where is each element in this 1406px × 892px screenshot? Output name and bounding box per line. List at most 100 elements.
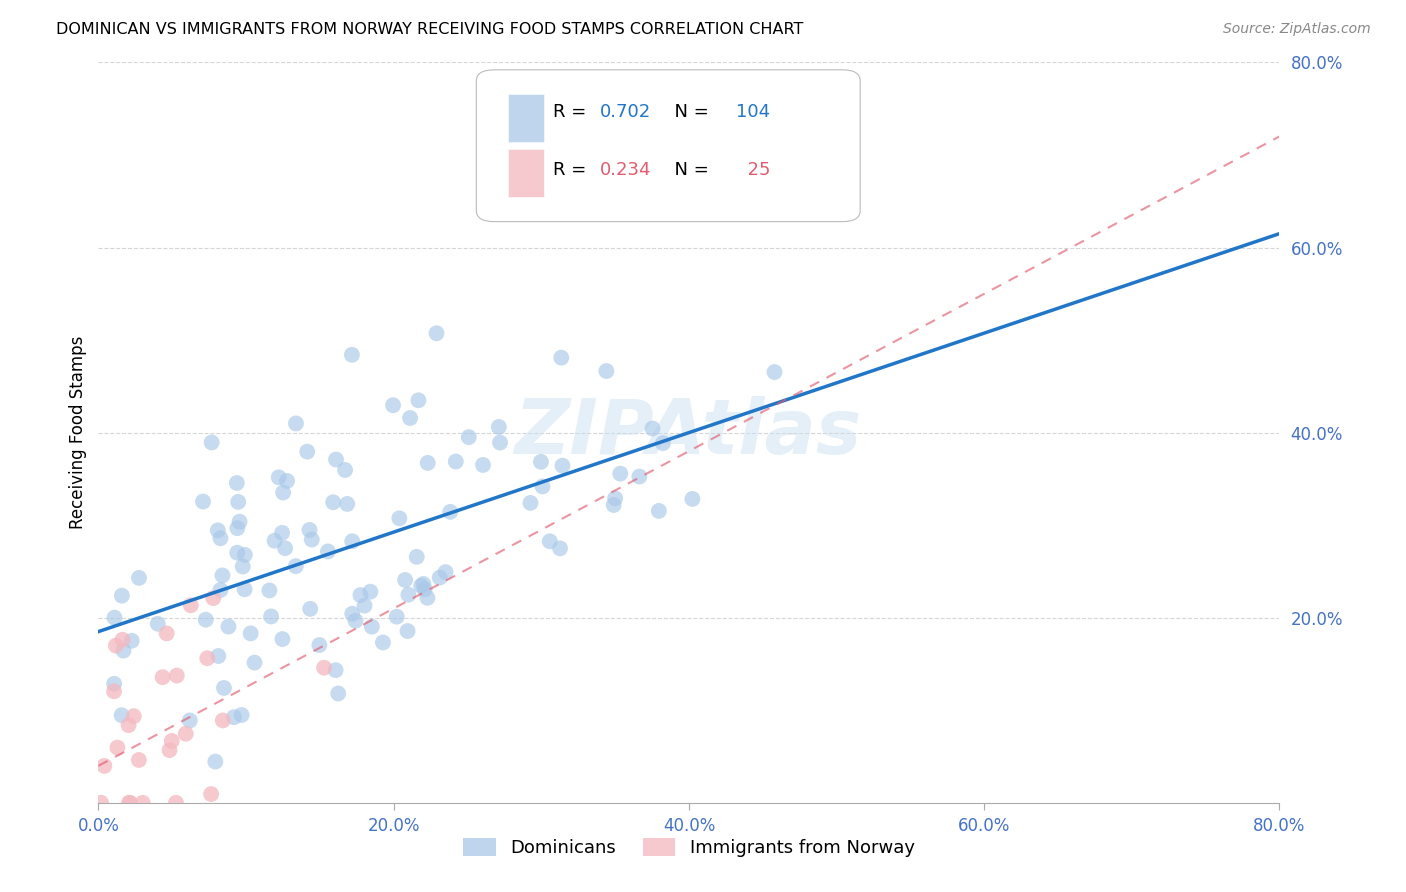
Point [159,743,181,757]
Point [103,677,125,691]
Point [194,613,217,627]
Point [531,479,554,493]
Point [231,708,253,723]
Point [399,411,422,425]
Point [207,524,229,538]
Text: N =: N = [664,161,714,178]
Point [103,610,125,624]
Point [595,364,617,378]
Point [152,670,174,684]
Point [301,533,323,547]
Point [488,420,510,434]
Point [416,591,439,605]
Point [128,571,150,585]
Point [489,435,512,450]
Point [165,796,187,810]
Point [233,582,256,597]
Point [111,589,134,603]
Point [530,455,553,469]
Point [308,638,330,652]
Point [263,533,285,548]
Point [325,452,347,467]
Point [333,463,356,477]
Point [314,661,336,675]
Point [284,559,307,574]
Point [111,708,134,723]
Point [457,430,479,444]
Point [104,639,127,653]
Point [342,534,364,549]
FancyBboxPatch shape [508,95,544,143]
Point [103,684,125,698]
Point [180,599,202,613]
Point [763,365,786,379]
Point [228,515,250,529]
Point [382,398,405,412]
Point [322,495,344,509]
Point [122,709,145,723]
Point [388,511,411,525]
Point [336,497,359,511]
Text: 0.702: 0.702 [600,103,651,121]
Point [434,565,457,579]
Point [316,544,339,558]
Point [191,494,214,508]
Point [297,444,319,458]
Point [271,485,294,500]
Point [602,498,624,512]
Point [195,651,218,665]
Point [179,714,201,728]
Point [340,348,363,362]
Point [121,633,143,648]
Point [416,456,439,470]
Point [349,588,371,602]
Point [243,656,266,670]
Point [233,548,256,562]
Point [212,681,235,695]
Point [117,718,139,732]
Text: 0.234: 0.234 [600,161,652,178]
Point [226,521,249,535]
Point [146,616,169,631]
Point [548,541,571,556]
FancyBboxPatch shape [477,70,860,221]
Point [284,417,307,431]
Text: Source: ZipAtlas.com: Source: ZipAtlas.com [1223,22,1371,37]
Point [209,582,232,597]
Text: R =: R = [553,103,592,121]
Point [425,326,447,341]
Point [207,648,229,663]
Point [226,546,249,560]
Legend: Dominicans, Immigrants from Norway: Dominicans, Immigrants from Norway [456,830,922,864]
Point [359,584,381,599]
Point [93,759,115,773]
Point [328,686,350,700]
Text: ZIPAtlas: ZIPAtlas [515,396,863,469]
Point [226,495,249,509]
Point [605,491,627,506]
Point [299,602,322,616]
Point [111,632,134,647]
Point [550,351,572,365]
Point [412,577,434,591]
Point [385,609,408,624]
Point [232,559,254,574]
Point [128,753,150,767]
Point [371,635,394,649]
Text: 25: 25 [737,161,770,178]
Point [260,609,283,624]
Text: DOMINICAN VS IMMIGRANTS FROM NORWAY RECEIVING FOOD STAMPS CORRELATION CHART: DOMINICAN VS IMMIGRANTS FROM NORWAY RECE… [56,22,804,37]
Point [276,474,298,488]
Point [271,525,294,540]
Point [342,607,364,621]
Point [325,663,347,677]
Text: N =: N = [664,103,714,121]
Point [551,458,574,473]
Point [107,740,129,755]
Point [641,421,664,435]
Point [472,458,495,472]
Point [131,796,153,810]
FancyBboxPatch shape [508,149,544,197]
Point [519,496,541,510]
Point [444,454,467,468]
